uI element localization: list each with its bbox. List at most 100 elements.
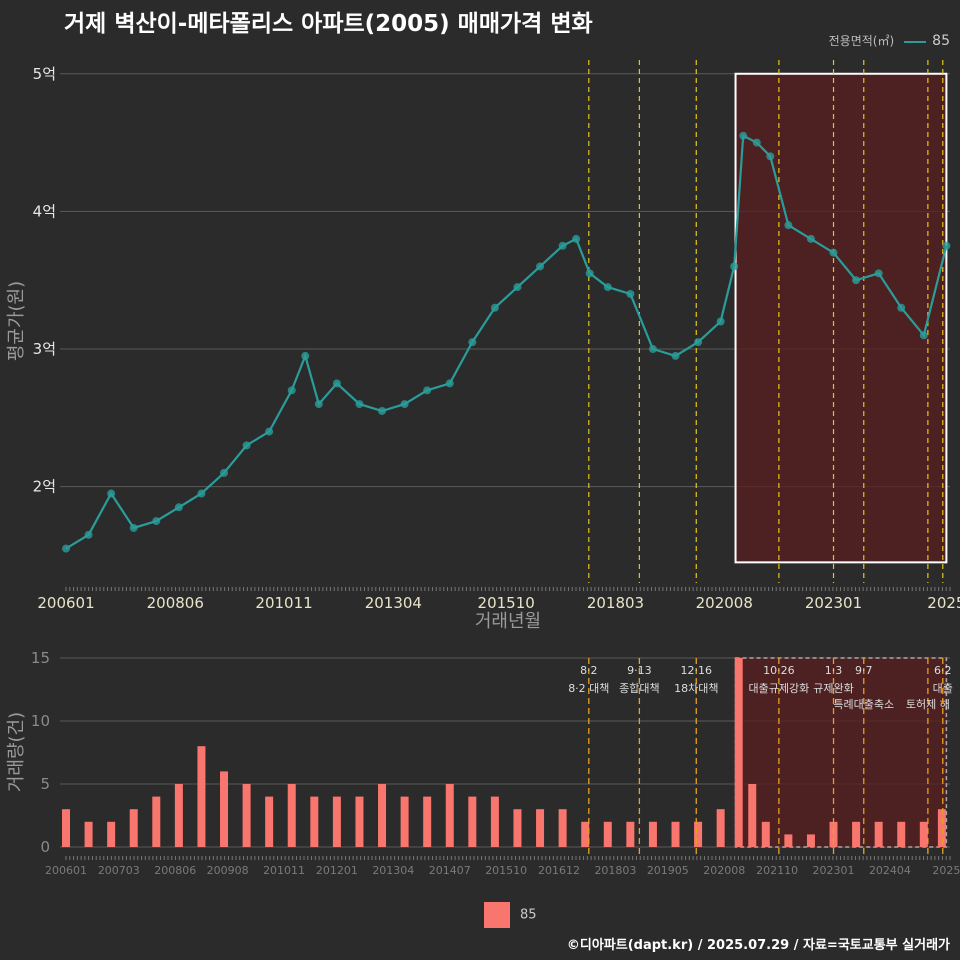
price-x-tick-label: 202301 (805, 594, 862, 612)
volume-legend: 85 (484, 902, 537, 928)
volume-legend-label: 85 (520, 907, 537, 923)
price-data-point (874, 269, 883, 278)
price-data-point (829, 248, 838, 257)
price-data-point (400, 400, 409, 409)
policy-label: 특례대출축소 (833, 698, 894, 711)
price-x-axis-title: 거래년월 (475, 611, 541, 632)
price-y-tick-label: 3억 (33, 340, 56, 358)
legend-line-swatch (904, 40, 927, 43)
price-data-point (897, 303, 906, 312)
price-x-tick-label: 201304 (365, 594, 422, 612)
volume-bar (784, 834, 793, 847)
source-credit: ©디아파트(dapt.kr) / 2025.07.29 / 자료=국토교통부 실… (566, 938, 950, 953)
price-data-point (806, 234, 815, 243)
legend-label: 85 (932, 33, 950, 49)
volume-bar (62, 809, 70, 847)
price-x-tick-label: 202008 (696, 594, 753, 612)
volume-bar (581, 821, 590, 847)
price-data-point (174, 503, 183, 512)
price-data-point (314, 400, 323, 409)
price-data-point (626, 289, 635, 298)
policy-date-label: 1·3 (825, 664, 843, 677)
price-data-point (784, 221, 793, 230)
price-y-tick-label: 2억 (33, 478, 56, 496)
volume-x-tick-label: 201905 (647, 864, 689, 877)
policy-date-label: 10·26 (763, 664, 795, 677)
volume-bar (897, 821, 906, 847)
volume-bar (716, 809, 725, 847)
volume-bar (400, 796, 409, 847)
volume-bar (378, 784, 387, 847)
price-data-point (107, 489, 116, 498)
price-y-axis-title: 평균가(원) (6, 281, 27, 361)
volume-bar (874, 821, 883, 847)
price-data-point (694, 338, 703, 347)
price-data-point (852, 276, 861, 285)
volume-bar (129, 809, 138, 847)
volume-bar (310, 796, 319, 847)
price-data-point (648, 345, 657, 354)
volume-x-tick-label: 201304 (372, 864, 414, 877)
volume-bar (734, 658, 743, 847)
volume-bar (265, 796, 274, 847)
volume-bar (242, 784, 251, 847)
price-x-tick-label: 200806 (147, 594, 204, 612)
volume-bar (919, 821, 928, 847)
price-highlight-box (734, 72, 948, 564)
volume-bar (197, 746, 206, 847)
volume-bar (490, 796, 499, 847)
price-data-point (197, 489, 206, 498)
volume-x-tick-label: 201510 (485, 864, 527, 877)
volume-bar (152, 796, 161, 847)
price-data-point (378, 406, 387, 415)
price-data-point (423, 386, 432, 395)
price-x-tick-label: 201011 (255, 594, 312, 612)
volume-bar (536, 809, 545, 847)
volume-bar (107, 821, 116, 847)
policy-label: 규제완화 (813, 682, 853, 695)
policy-date-label: 12·16 (681, 664, 713, 677)
price-data-point (468, 338, 477, 347)
price-data-point (265, 427, 274, 436)
price-data-point (84, 530, 93, 539)
policy-date-label: 9·7 (855, 664, 873, 677)
policy-date-label: 9·13 (627, 664, 652, 677)
volume-y-tick-label: 15 (31, 649, 50, 667)
policy-label: 대출규제강화 (749, 682, 810, 695)
volume-x-tick-label: 201201 (316, 864, 358, 877)
volume-x-tick-label: 202301 (813, 864, 855, 877)
volume-y-axis-title: 거래량(건) (6, 712, 27, 792)
price-data-point (242, 441, 251, 450)
policy-label: 대출 (933, 682, 953, 695)
price-data-point (152, 517, 161, 526)
price-data-point (671, 351, 680, 360)
volume-x-tick-label: 202110 (756, 864, 798, 877)
area-legend: 전용면적(㎡) 85 (829, 32, 950, 49)
volume-x-tick-label: 2025 (932, 864, 960, 877)
volume-x-tick-label: 200703 (98, 864, 140, 877)
volume-bar (423, 796, 432, 847)
volume-bar (287, 784, 296, 847)
policy-label: 토허제 해 (906, 697, 950, 711)
volume-bar (84, 821, 93, 847)
volume-bar (468, 796, 477, 847)
volume-bar (761, 821, 770, 847)
price-data-point (752, 138, 761, 147)
volume-x-tick-label: 200806 (154, 864, 196, 877)
volume-bar (671, 821, 680, 847)
legend-bar-swatch (484, 902, 510, 928)
price-x-tick-label: 201510 (478, 594, 535, 612)
policy-date-label: 8·2 (580, 664, 598, 677)
volume-bar (694, 821, 703, 847)
price-series-line (65, 133, 948, 550)
policy-label: 8·2 대책 (568, 682, 609, 695)
volume-bar (174, 784, 183, 847)
price-x-tick-label: 201803 (587, 594, 644, 612)
price-data-point (766, 152, 775, 161)
policy-label: 종합대책 (619, 682, 659, 695)
volume-x-tick-label: 201011 (263, 864, 305, 877)
volume-y-tick-label: 5 (40, 775, 50, 793)
volume-bar (852, 821, 861, 847)
volume-bar (513, 809, 522, 847)
